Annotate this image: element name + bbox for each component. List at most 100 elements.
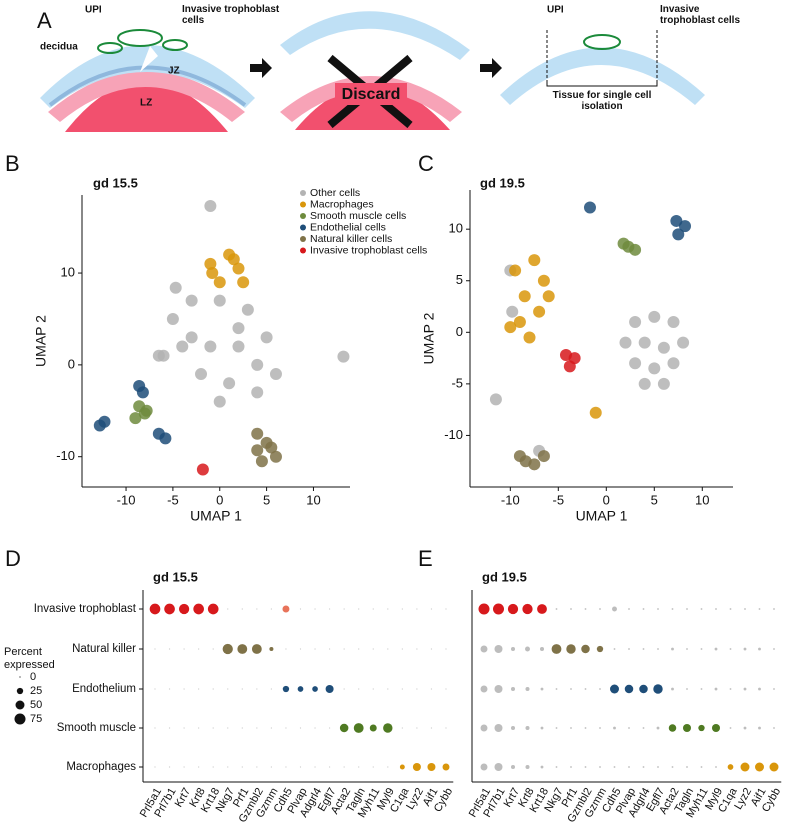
expression-dot xyxy=(507,603,519,615)
expression-dot xyxy=(207,603,219,615)
expression-dot xyxy=(387,766,389,768)
expression-dot xyxy=(183,688,185,690)
expression-dot xyxy=(353,723,364,733)
expression-dot xyxy=(698,724,705,732)
expression-dot xyxy=(555,766,558,768)
expression-dot xyxy=(525,646,530,652)
cell-point xyxy=(523,331,536,344)
expression-dot xyxy=(700,766,703,768)
expression-dot xyxy=(480,645,488,653)
expression-dot xyxy=(744,608,746,610)
cell-point xyxy=(241,303,254,316)
expression-dot xyxy=(178,603,190,615)
expression-dot xyxy=(256,727,258,729)
expression-dot xyxy=(314,648,316,650)
panel-label: A xyxy=(37,8,52,33)
expression-dot xyxy=(154,766,156,768)
expression-dot xyxy=(416,608,418,610)
cell-point xyxy=(232,262,245,275)
bracket xyxy=(546,82,658,87)
cell-point xyxy=(195,368,208,381)
expression-dot xyxy=(671,766,674,768)
expression-dot xyxy=(416,648,418,650)
expression-dot xyxy=(714,687,718,691)
cell-point xyxy=(204,340,217,353)
expression-dot xyxy=(628,766,630,768)
expression-dot xyxy=(510,686,516,692)
discard-label: Discard xyxy=(342,86,401,103)
expression-dot xyxy=(610,684,619,694)
expression-dot xyxy=(183,648,185,650)
expression-dot xyxy=(566,644,576,654)
cell-point xyxy=(213,294,226,307)
cell-point xyxy=(185,294,198,307)
expression-dot xyxy=(314,608,316,610)
cell-point xyxy=(519,455,532,468)
expression-dot xyxy=(339,723,349,733)
row-label: Natural killer xyxy=(72,643,136,655)
expression-dot xyxy=(282,685,290,693)
expression-dot xyxy=(540,726,544,730)
cell-point xyxy=(196,463,209,476)
x-tick-label: 0 xyxy=(216,492,223,507)
expression-dot xyxy=(599,688,601,690)
expression-dot xyxy=(581,644,590,654)
decidua-label: decidua xyxy=(40,42,78,53)
cell-point xyxy=(251,444,264,457)
expression-dot xyxy=(700,608,703,610)
size-legend-marker xyxy=(19,676,21,678)
expression-dot xyxy=(314,727,316,729)
expression-dot xyxy=(445,727,447,729)
cell-point xyxy=(337,350,350,363)
expression-dot xyxy=(193,603,204,615)
expression-dot xyxy=(212,688,214,690)
expression-dot xyxy=(241,688,243,690)
legend-marker xyxy=(300,201,306,208)
jz-label: JZ xyxy=(168,66,180,77)
legend-label: Macrophages xyxy=(310,198,374,210)
cell-point xyxy=(629,316,642,328)
expression-dot xyxy=(168,688,171,690)
expression-dot xyxy=(285,648,287,650)
expression-dot xyxy=(596,645,604,653)
cell-point xyxy=(251,427,264,440)
expression-dot xyxy=(168,727,171,729)
expression-dot xyxy=(624,684,634,694)
isolated-band xyxy=(500,47,705,105)
chart-title: gd 15.5 xyxy=(93,175,138,190)
expression-dot xyxy=(628,608,630,610)
cell-point xyxy=(129,412,142,425)
expression-dot xyxy=(653,684,663,694)
legend-label: Other cells xyxy=(310,187,360,199)
expression-dot xyxy=(285,766,287,768)
expression-dot xyxy=(372,766,374,768)
schematic: A UPI decidua JZ LZ Discard UPI xyxy=(37,5,705,132)
expression-dot xyxy=(642,608,645,610)
expression-dot xyxy=(480,724,488,732)
expression-dot xyxy=(758,687,761,691)
size-legend-marker xyxy=(14,713,26,725)
legend-label: Natural killer cells xyxy=(310,233,392,245)
expression-dot xyxy=(212,727,214,729)
row-label: Invasive trophoblast xyxy=(34,603,137,615)
y-tick-label: 5 xyxy=(456,272,463,287)
cell-point xyxy=(176,340,189,353)
row-label: Endothelium xyxy=(72,683,136,695)
y-tick-label: 10 xyxy=(61,264,75,279)
expression-dot xyxy=(358,766,360,768)
discard-box xyxy=(335,83,407,105)
detached-band xyxy=(280,11,470,60)
expression-dot xyxy=(430,648,433,650)
legend-label: Invasive trophoblast cells xyxy=(310,244,427,256)
expression-dot xyxy=(222,643,233,655)
expression-dot xyxy=(328,608,331,610)
cell-point xyxy=(542,290,555,303)
expression-dot xyxy=(584,766,587,768)
size-legend-marker xyxy=(15,700,25,710)
legend-label: Smooth muscle cells xyxy=(310,210,406,222)
vessel xyxy=(162,39,188,51)
expression-dot xyxy=(493,603,504,615)
cell-point xyxy=(227,253,240,266)
